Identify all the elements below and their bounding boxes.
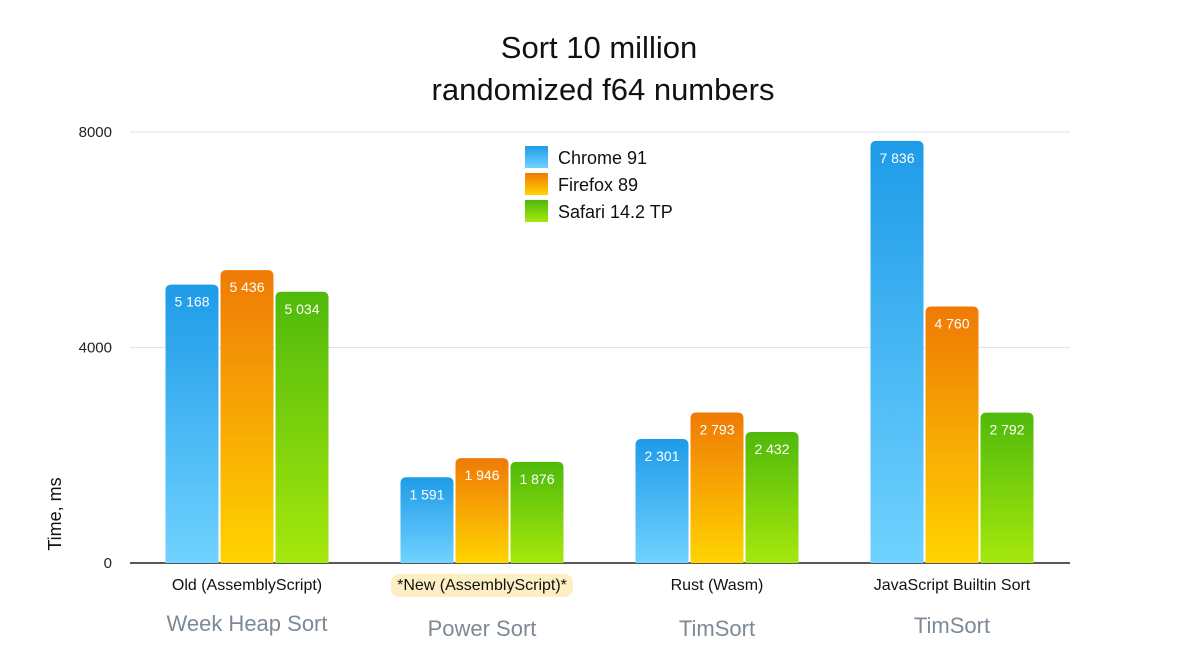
bar	[510, 461, 564, 563]
bar	[165, 284, 219, 563]
bar-value-label: 2 793	[699, 422, 734, 438]
bar-value-label: 4 760	[934, 316, 969, 332]
y-axis-label: Time, ms	[45, 477, 65, 550]
bar-value-label: 2 432	[754, 441, 789, 457]
bar-value-label: 5 168	[174, 294, 209, 310]
y-tick-label: 8000	[79, 124, 112, 141]
bar	[870, 140, 924, 563]
category-label: Old (AssemblyScript)	[172, 577, 322, 594]
bar-value-label: 7 836	[879, 150, 914, 166]
bar-value-label: 1 591	[409, 486, 444, 502]
y-axis-ticks: 0 4000 8000	[79, 124, 112, 572]
category-sublabel: TimSort	[679, 616, 755, 641]
bar-value-label: 5 436	[229, 279, 264, 295]
bar	[690, 412, 744, 563]
category-sublabel: Week Heap Sort	[166, 611, 327, 636]
y-tick-label: 0	[104, 555, 112, 572]
bar	[400, 477, 454, 563]
bar	[980, 412, 1034, 563]
bar	[275, 291, 329, 563]
category-highlight	[391, 574, 573, 597]
bar	[220, 270, 274, 563]
bar-value-label: 5 034	[284, 301, 319, 317]
bar-value-label: 2 792	[989, 422, 1024, 438]
legend-swatch	[525, 200, 548, 222]
y-tick-label: 4000	[79, 340, 112, 357]
legend-label: Chrome 91	[558, 148, 647, 168]
legend: Chrome 91 Firefox 89 Safari 14.2 TP	[525, 146, 673, 222]
category-sublabel: Power Sort	[428, 616, 537, 641]
legend-swatch	[525, 173, 548, 195]
category-label: JavaScript Builtin Sort	[874, 577, 1031, 594]
bar	[745, 431, 799, 563]
category-labels: Old (AssemblyScript) Week Heap Sort *New (…	[166, 577, 1030, 641]
bars	[165, 140, 1034, 563]
category-label: Rust (Wasm)	[671, 577, 764, 594]
bar	[635, 439, 689, 563]
bar-value-label: 1 946	[464, 467, 499, 483]
chart-title-line-2: randomized f64 numbers	[432, 72, 775, 107]
bar-value-label: 1 876	[519, 471, 554, 487]
legend-label: Safari 14.2 TP	[558, 202, 673, 222]
highlight-layer	[391, 574, 573, 597]
bar-value-label: 2 301	[644, 448, 679, 464]
bar	[455, 458, 509, 563]
legend-label: Firefox 89	[558, 175, 638, 195]
bar-labels: 5 168 5 436 5 034 1 591 1 946 1 876 2 301 2 793…	[174, 150, 1024, 502]
chart-title-line-1: Sort 10 million	[501, 30, 697, 65]
category-sublabel: TimSort	[914, 613, 990, 638]
bar	[925, 306, 979, 563]
legend-swatch	[525, 146, 548, 168]
category-label: *New (AssemblyScript)*	[397, 577, 567, 594]
